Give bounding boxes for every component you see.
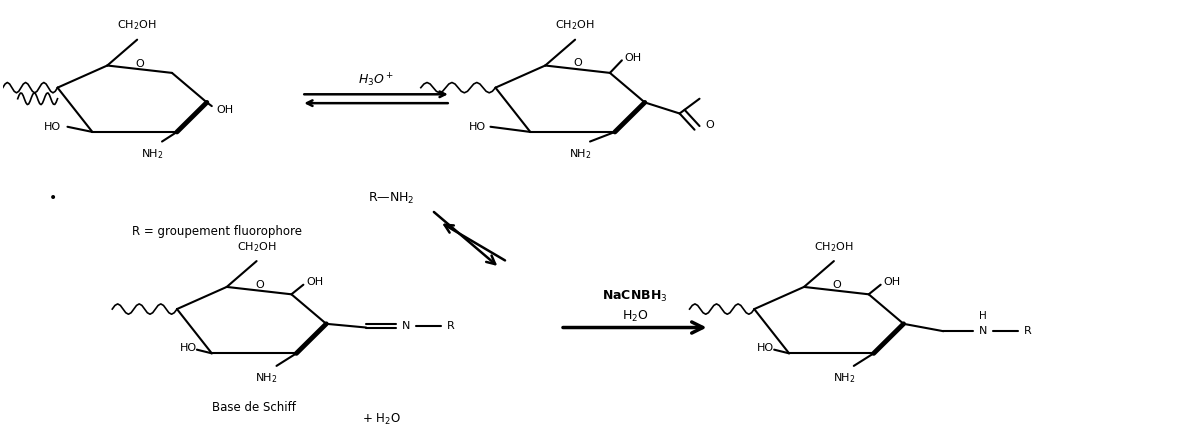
Text: OH: OH [306, 277, 324, 287]
Text: CH$_2$OH: CH$_2$OH [815, 240, 854, 254]
Text: OH: OH [884, 277, 900, 287]
Text: O: O [255, 280, 264, 290]
Text: OH: OH [625, 53, 642, 63]
Text: H$_2$O: H$_2$O [622, 309, 648, 324]
Text: H$_3$O$^+$: H$_3$O$^+$ [358, 71, 394, 89]
Text: HO: HO [43, 122, 61, 132]
Text: NH$_2$: NH$_2$ [569, 147, 592, 161]
Text: CH$_2$OH: CH$_2$OH [237, 240, 276, 254]
Text: Base de Schiff: Base de Schiff [212, 401, 295, 414]
Text: NH$_2$: NH$_2$ [255, 371, 278, 385]
Text: O: O [833, 280, 841, 290]
Text: N: N [401, 321, 410, 331]
Text: NaCNBH$_3$: NaCNBH$_3$ [603, 289, 668, 304]
Text: OH: OH [217, 105, 233, 115]
Text: HO: HO [757, 343, 774, 353]
Text: R—NH$_2$: R—NH$_2$ [368, 191, 414, 206]
Text: CH$_2$OH: CH$_2$OH [118, 19, 157, 32]
Text: O: O [136, 59, 144, 69]
Text: R = groupement fluorophore: R = groupement fluorophore [132, 225, 303, 238]
Text: H: H [979, 311, 987, 321]
Text: R: R [1024, 326, 1031, 336]
Text: HO: HO [180, 343, 197, 353]
Text: O: O [705, 120, 713, 130]
Text: N: N [979, 326, 987, 336]
Text: NH$_2$: NH$_2$ [833, 371, 855, 385]
Text: O: O [574, 58, 582, 68]
Text: R: R [447, 321, 455, 331]
Text: NH$_2$: NH$_2$ [141, 147, 163, 161]
Text: CH$_2$OH: CH$_2$OH [555, 19, 594, 32]
Text: •: • [49, 191, 57, 206]
Text: HO: HO [468, 122, 486, 132]
Text: + H$_2$O: + H$_2$O [362, 412, 400, 427]
